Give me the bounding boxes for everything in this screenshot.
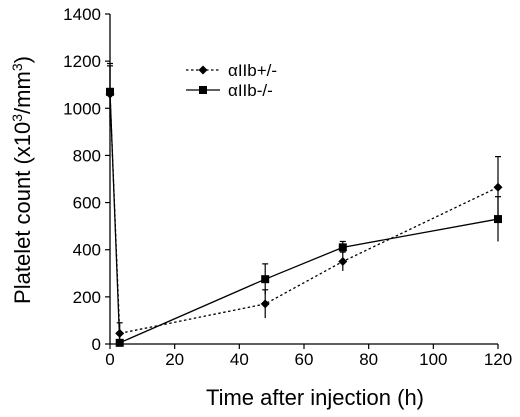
y-tick-label: 1000 (63, 99, 101, 118)
series-2 (106, 65, 502, 347)
data-point (493, 182, 503, 192)
legend-item-2: αIIb-/- (186, 81, 273, 100)
y-axis-title: Platelet count (x103/mm3) (9, 56, 35, 304)
y-tick-label: 400 (73, 241, 101, 260)
x-axis-title: Time after injection (h) (206, 385, 424, 410)
data-point (261, 275, 270, 284)
x-tick-label: 120 (484, 350, 512, 369)
y-tick-label: 1200 (63, 52, 101, 71)
y-axis-title-mid: /mm (10, 71, 35, 114)
y-tick-label: 800 (73, 146, 101, 165)
x-tick-label: 60 (295, 350, 314, 369)
x-tick-label: 0 (105, 350, 114, 369)
legend-marker (199, 86, 207, 94)
data-point (338, 257, 348, 266)
x-tick-label: 100 (419, 350, 447, 369)
y-tick-label: 1400 (63, 5, 101, 24)
data-point (115, 338, 124, 347)
y-tick-label: 600 (73, 194, 101, 213)
legend-label: αIIb-/- (228, 81, 273, 100)
data-point (260, 299, 270, 309)
y-axis-title-exp1: 3 (9, 114, 25, 122)
data-point (338, 243, 347, 252)
series-line (109, 91, 499, 344)
data-point (494, 215, 502, 224)
y-tick-label: 200 (73, 288, 101, 307)
legend-marker (198, 65, 208, 75)
series-layer (105, 62, 503, 347)
legend-label: αIIb+/- (228, 61, 277, 80)
y-axis-title-prefix: Platelet count (x10 (10, 122, 35, 304)
legend-item-1: αIIb+/- (186, 61, 277, 80)
x-tick-label: 20 (165, 350, 184, 369)
y-axis-title-exp2: 3 (9, 63, 25, 71)
y-tick-label: 0 (92, 335, 101, 354)
x-tick-label: 80 (359, 350, 378, 369)
data-point (106, 87, 114, 96)
series-line (109, 94, 499, 335)
y-axis-title-suffix: ) (10, 56, 35, 63)
series-1 (105, 62, 503, 344)
legend: αIIb+/-αIIb-/- (186, 61, 277, 100)
x-tick-label: 40 (230, 350, 249, 369)
x-axis-ticks: 0 20 40 60 80 100 120 (105, 344, 512, 369)
axes (109, 14, 498, 345)
y-axis-ticks: 0 200 400 600 800 1000 1200 1400 (63, 5, 110, 354)
